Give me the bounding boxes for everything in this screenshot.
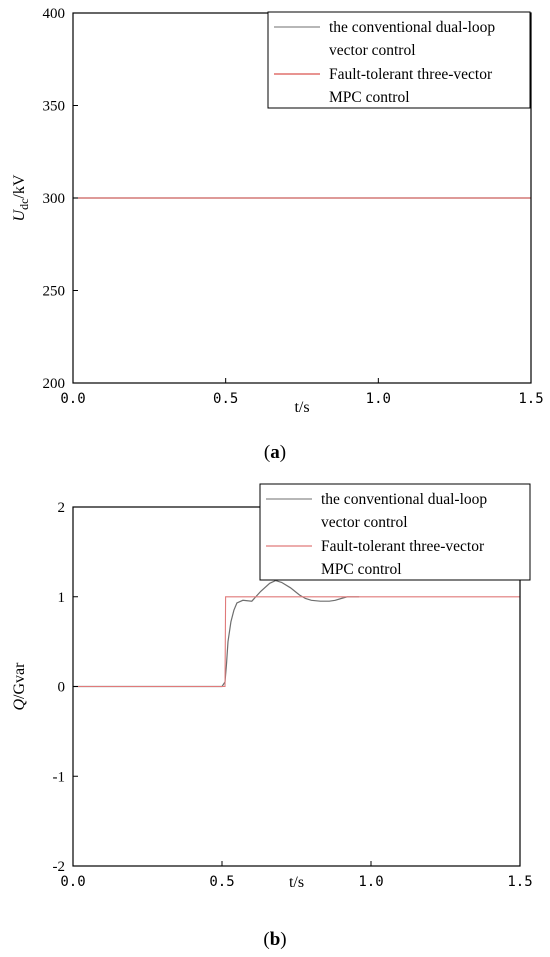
caption-b: (b) <box>263 929 286 950</box>
panel-a: 0.0 0.5 1.0 1.5 200 250 300 350 400 t/s Udc/kV t… <box>11 6 544 463</box>
y-axis-unit-a: /kV <box>11 174 28 198</box>
x-tick-label: 1.0 <box>366 391 391 407</box>
legend-label: the conventional dual-loop <box>321 491 487 508</box>
ticks-a: 0.0 0.5 1.0 1.5 200 250 300 350 400 <box>43 6 544 407</box>
x-tick-label: 1.0 <box>358 874 383 890</box>
y-tick-label: 250 <box>43 284 66 300</box>
caption-open-b: ( <box>263 929 269 950</box>
x-tick-label: 0.5 <box>209 874 234 890</box>
x-tick-label: 0.5 <box>213 391 238 407</box>
legend-label: the conventional dual-loop <box>329 19 495 36</box>
y-axis-unit-b: /Gvar <box>11 662 28 699</box>
x-axis-label-b: t/s <box>289 874 304 891</box>
x-tick-label: 1.5 <box>518 391 543 407</box>
y-tick-label: 300 <box>43 191 66 207</box>
y-axis-subscript-a: dc <box>17 199 31 210</box>
caption-a: (a) <box>264 442 286 463</box>
legend-label: MPC control <box>329 89 410 106</box>
y-tick-label: 1 <box>58 590 66 606</box>
legend-box <box>267 11 531 109</box>
legend-label: vector control <box>321 514 408 531</box>
series-line-1 <box>73 579 360 688</box>
caption-close-a: ) <box>280 442 286 463</box>
legend-label: MPC control <box>321 561 402 578</box>
legend-a: the conventional dual-loop vector control… <box>267 11 531 109</box>
plot-area-b <box>73 579 520 688</box>
caption-letter-a: a <box>270 442 280 463</box>
y-tick-label: 400 <box>43 6 66 22</box>
y-axis-symbol-b: Q <box>11 699 28 711</box>
legend-b: the conventional dual-loop vector control… <box>259 483 531 581</box>
x-tick-label: 0.0 <box>60 874 85 890</box>
legend-label: Fault-tolerant three-vector <box>329 66 493 83</box>
caption-open-a: ( <box>264 442 270 463</box>
legend-label: vector control <box>329 42 416 59</box>
y-tick-label: 350 <box>43 99 66 115</box>
x-axis-label-a: t/s <box>294 399 309 416</box>
y-tick-label: -2 <box>53 859 66 875</box>
y-tick-label: 2 <box>58 500 66 516</box>
y-axis-label-b: Q/Gvar <box>11 662 28 711</box>
y-tick-label: -1 <box>53 769 66 785</box>
legend-box <box>259 483 531 581</box>
legend-label: Fault-tolerant three-vector <box>321 538 485 555</box>
panel-b: 0.0 0.5 1.0 1.5 -2 -1 0 1 2 t/s Q/Gvar the conve… <box>11 483 533 950</box>
caption-close-b: ) <box>280 929 286 950</box>
y-tick-label: 200 <box>43 376 66 392</box>
y-tick-label: 0 <box>58 680 66 696</box>
x-tick-label: 1.5 <box>507 874 532 890</box>
y-axis-symbol-a: U <box>11 208 28 221</box>
ticks-b: 0.0 0.5 1.0 1.5 -2 -1 0 1 2 <box>53 500 533 890</box>
series-line-2 <box>73 596 520 688</box>
x-tick-label: 0.0 <box>60 391 85 407</box>
caption-letter-b: b <box>270 929 281 950</box>
y-axis-label-a: Udc/kV <box>11 174 31 221</box>
